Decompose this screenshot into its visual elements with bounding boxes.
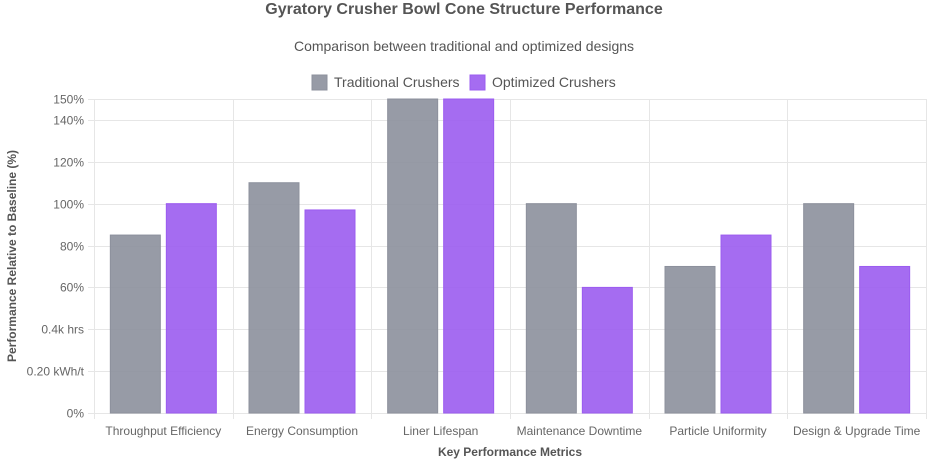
- bar-optimized[interactable]: [720, 234, 772, 414]
- legend-label-optimized[interactable]: Optimized Crushers: [492, 74, 616, 90]
- x-tick-label: Liner Lifespan: [403, 424, 478, 438]
- legend: Traditional Crushers Optimized Crushers: [311, 74, 616, 91]
- chart-subtitle: Comparison between traditional and optim…: [294, 38, 634, 54]
- grid-lines: [88, 99, 927, 419]
- legend-label-traditional[interactable]: Traditional Crushers: [334, 74, 460, 90]
- y-tick-label: 80%: [60, 240, 84, 254]
- y-tick-label: 0%: [67, 407, 85, 421]
- x-axis-title: Key Performance Metrics: [438, 445, 582, 459]
- bar-optimized[interactable]: [304, 209, 356, 414]
- x-tick-label: Design & Upgrade Time: [793, 424, 921, 438]
- bar-traditional[interactable]: [803, 203, 855, 414]
- y-tick-label: 140%: [53, 114, 84, 128]
- y-tick-label: 0.4k hrs: [41, 323, 84, 337]
- x-tick-label: Energy Consumption: [246, 424, 358, 438]
- y-tick-label: 0.20 kWh/t: [27, 365, 85, 379]
- legend-swatch-optimized[interactable]: [469, 74, 486, 91]
- x-tick-label: Maintenance Downtime: [517, 424, 643, 438]
- y-tick-label: 150%: [53, 93, 84, 107]
- y-axis-title: Performance Relative to Baseline (%): [5, 150, 19, 362]
- legend-swatch-traditional[interactable]: [311, 74, 328, 91]
- y-tick-label: 120%: [53, 156, 84, 170]
- y-tick-label: 60%: [60, 281, 84, 295]
- chart-title: Gyratory Crusher Bowl Cone Structure Per…: [265, 1, 663, 18]
- y-tick-label: 100%: [53, 198, 84, 212]
- bar-optimized[interactable]: [443, 98, 495, 414]
- y-axis-ticks: 0% 0.20 kWh/t 0.4k hrs 60% 80% 100% 120% 140% 15…: [27, 93, 85, 421]
- bar-optimized[interactable]: [581, 286, 633, 414]
- bar-optimized[interactable]: [859, 265, 911, 414]
- bar-traditional[interactable]: [109, 234, 161, 414]
- x-tick-label: Particle Uniformity: [669, 424, 766, 438]
- bar-traditional[interactable]: [387, 98, 439, 414]
- bar-traditional[interactable]: [248, 182, 300, 414]
- bar-traditional[interactable]: [525, 203, 577, 414]
- bars: [109, 98, 911, 414]
- x-tick-label: Throughput Efficiency: [105, 424, 221, 438]
- bar-traditional[interactable]: [664, 265, 716, 414]
- x-axis-ticks: Throughput Efficiency Energy Consumption L…: [105, 424, 920, 438]
- bar-optimized[interactable]: [165, 203, 217, 414]
